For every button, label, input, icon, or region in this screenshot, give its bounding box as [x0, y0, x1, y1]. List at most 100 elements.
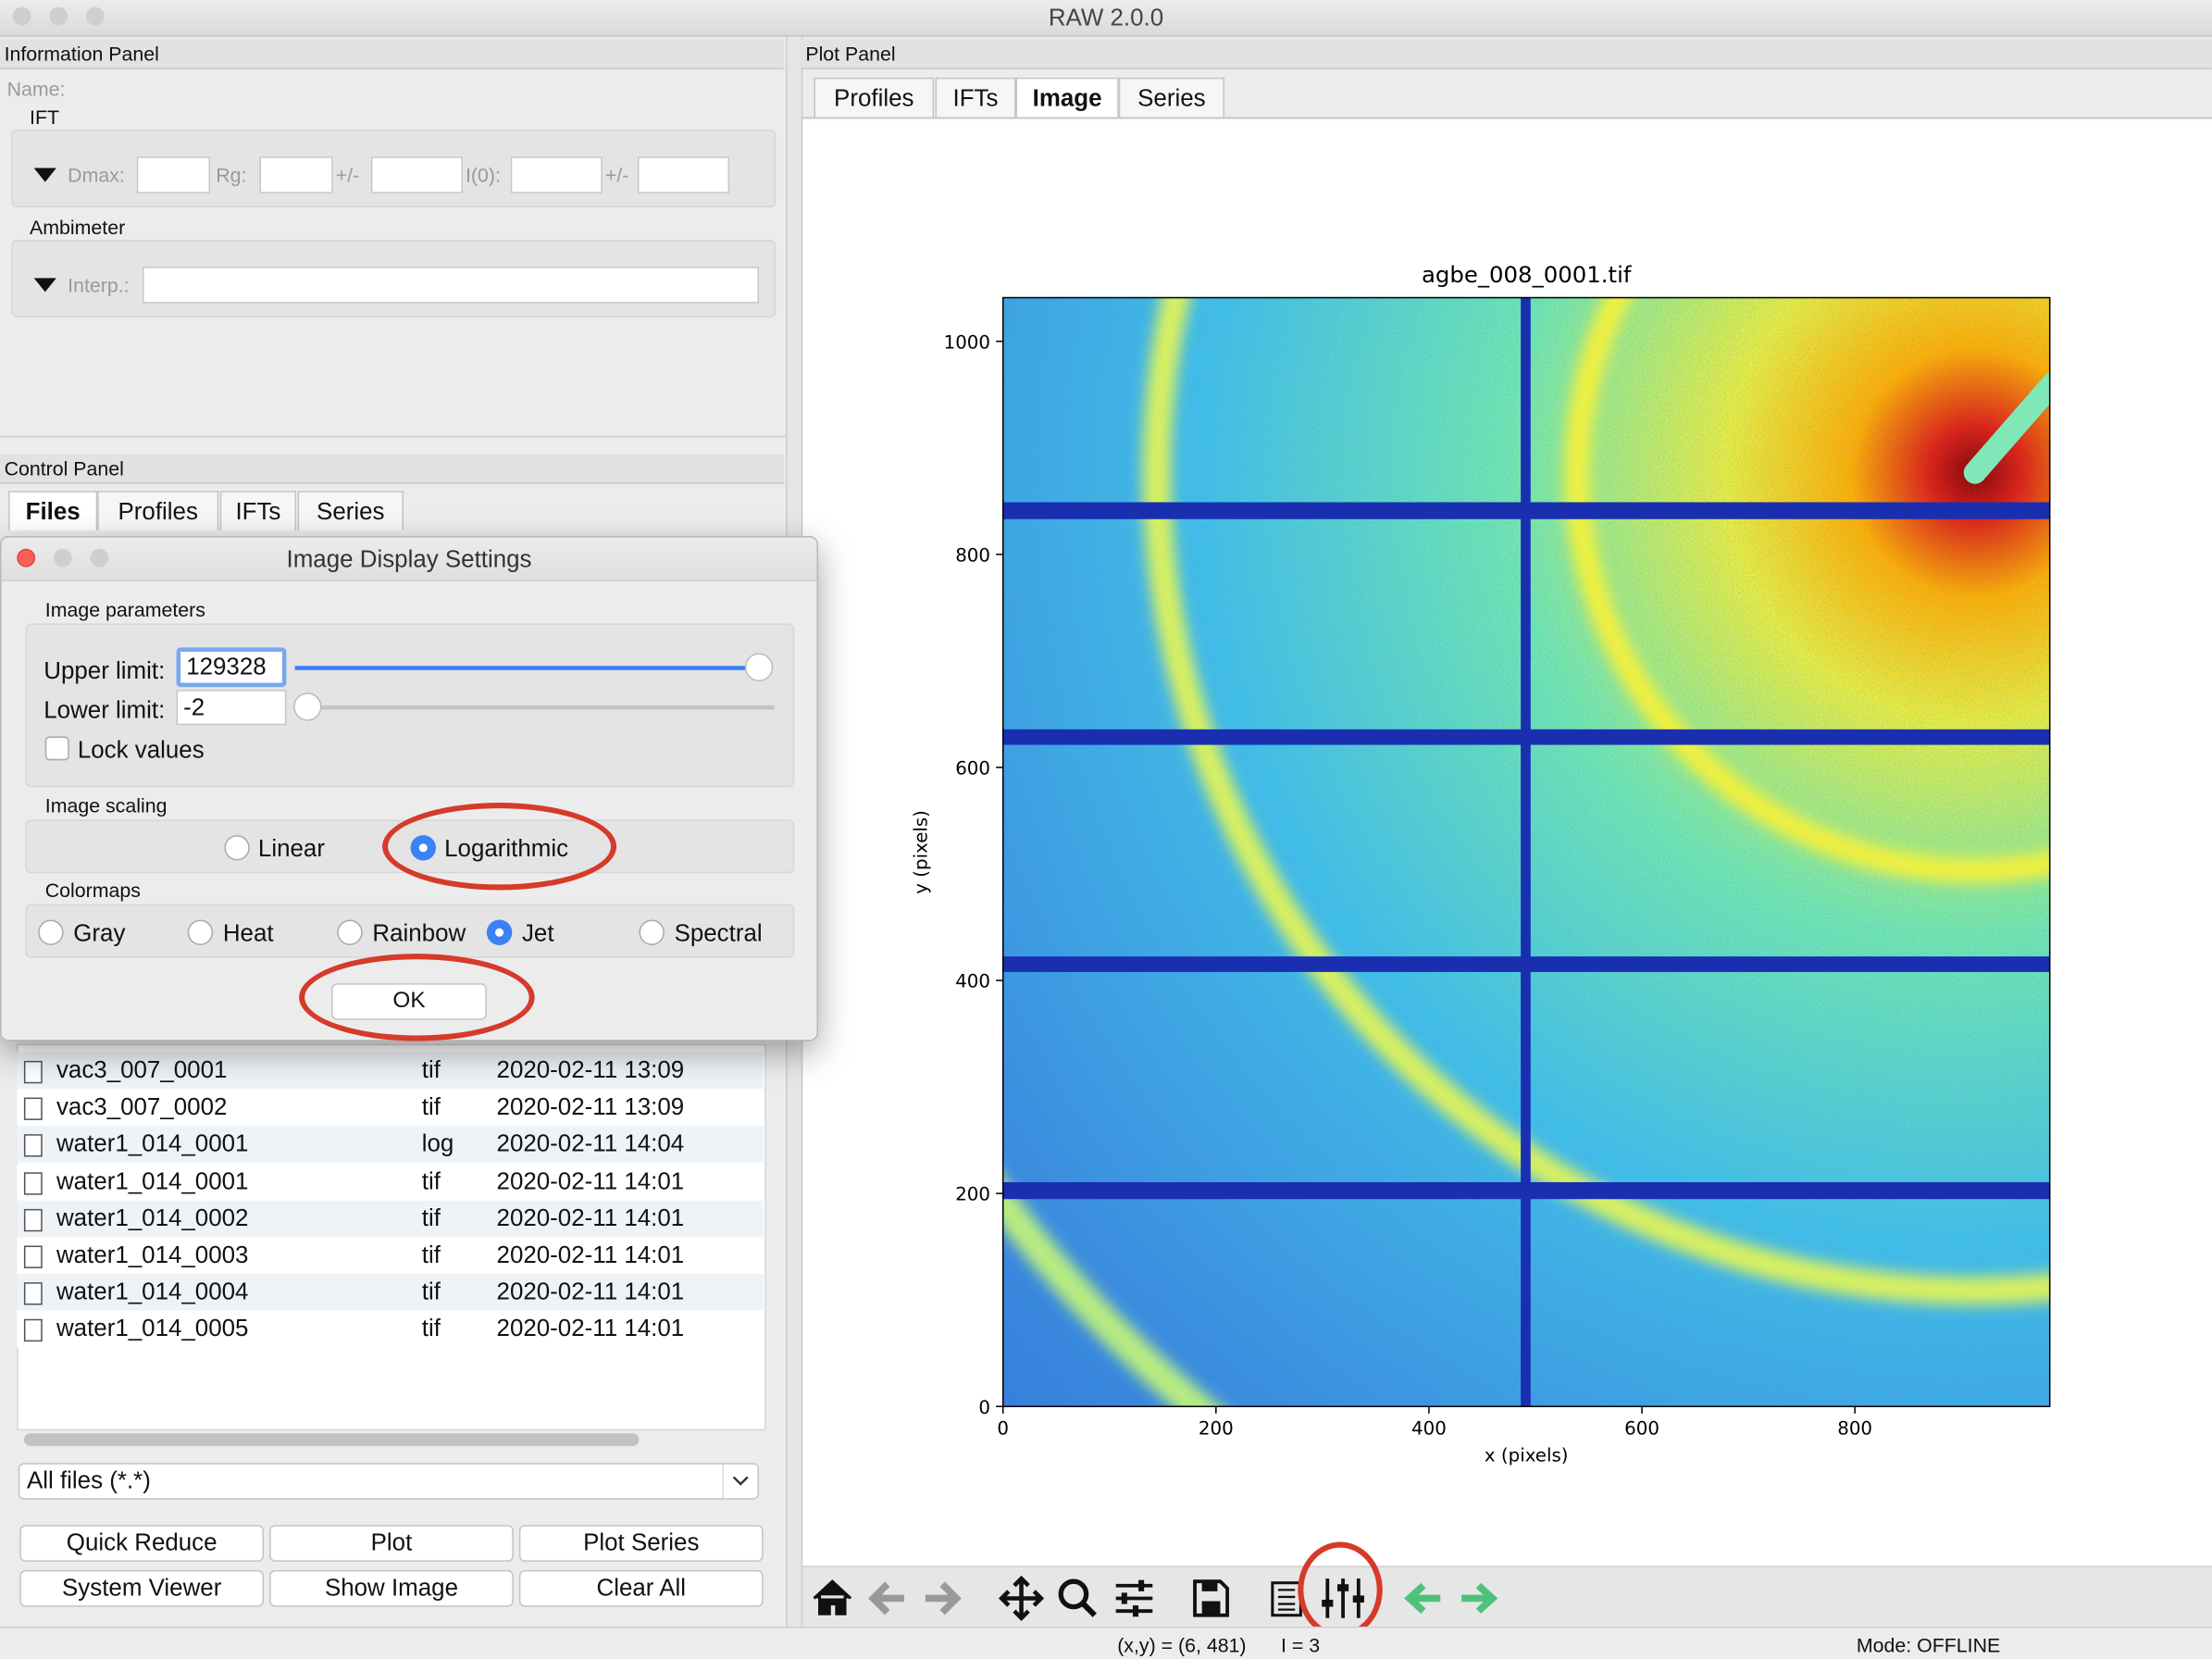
- y-tick-label: 400: [955, 971, 990, 992]
- forward-button[interactable]: [925, 1581, 962, 1615]
- radio-label: Spectral: [674, 919, 763, 947]
- file-row[interactable]: water1_014_0005 tif 2020-02-11 14:01: [17, 1311, 764, 1348]
- zoom-button[interactable]: [85, 6, 105, 26]
- save-button[interactable]: [1193, 1579, 1229, 1617]
- splitter[interactable]: [0, 435, 786, 449]
- label: Dmax:: [68, 163, 125, 187]
- back-button[interactable]: [868, 1581, 905, 1615]
- subplots-button[interactable]: [1115, 1579, 1153, 1617]
- lower-limit-field[interactable]: -2: [176, 690, 287, 726]
- tab[interactable]: IFTs: [219, 491, 297, 530]
- file-date: 2020-02-11 14:01: [496, 1241, 685, 1268]
- file-row[interactable]: water1_014_0004 tif 2020-02-11 14:01: [17, 1274, 764, 1311]
- button[interactable]: System Viewer: [19, 1570, 265, 1607]
- button[interactable]: Show Image: [269, 1570, 514, 1607]
- disclosure-triangle[interactable]: [33, 168, 56, 182]
- x-tick-label: 200: [1199, 1418, 1234, 1440]
- y-tick-label: 600: [955, 758, 990, 780]
- text-field[interactable]: [136, 156, 211, 193]
- file-date: 2020-02-11 13:09: [496, 1056, 685, 1084]
- tab[interactable]: Image: [1015, 77, 1119, 118]
- close-button[interactable]: [12, 6, 31, 26]
- text-field[interactable]: [370, 156, 463, 193]
- axes-frame: [1001, 296, 2051, 1408]
- button[interactable]: Clear All: [518, 1570, 764, 1607]
- plot-canvas: agbe_008_0001.tif x (pixels) y (pixels) …: [802, 119, 2212, 1566]
- button[interactable]: Plot Series: [518, 1525, 764, 1562]
- tab[interactable]: Profiles: [97, 491, 219, 530]
- next-image-button[interactable]: [1461, 1582, 1498, 1615]
- zoom-button[interactable]: [1058, 1578, 1097, 1617]
- file-type: tif: [421, 1315, 441, 1342]
- field-text: 129328: [186, 653, 267, 680]
- slider-knob[interactable]: [293, 692, 322, 721]
- text-field[interactable]: [142, 267, 760, 304]
- button[interactable]: Plot: [269, 1525, 514, 1562]
- upper-limit-field[interactable]: 129328: [176, 647, 287, 688]
- y-tick-label: 800: [955, 544, 990, 566]
- group-label: Image scaling: [44, 793, 168, 817]
- y-axis-label: y (pixels): [910, 810, 931, 894]
- radio-button[interactable]: [38, 919, 64, 945]
- pan-button[interactable]: [998, 1575, 1045, 1622]
- scrollbar[interactable]: [23, 1433, 640, 1446]
- colormaps-box: Gray Heat Rainbow Jet Spectral: [25, 904, 795, 958]
- file-row[interactable]: vac3_007_0002 tif 2020-02-11 13:09: [17, 1089, 764, 1127]
- combo-arrow[interactable]: [722, 1464, 757, 1499]
- file-date: 2020-02-11 13:09: [496, 1093, 685, 1121]
- file-name: water1_014_0002: [56, 1204, 249, 1231]
- tab[interactable]: Files: [8, 491, 98, 530]
- label: +/-: [335, 163, 360, 187]
- file-row[interactable]: water1_014_0001 log 2020-02-11 14:04: [17, 1126, 764, 1164]
- list-button[interactable]: [1271, 1581, 1302, 1617]
- slider-knob[interactable]: [744, 653, 774, 682]
- tab[interactable]: Series: [297, 491, 404, 530]
- close-button[interactable]: [17, 548, 36, 568]
- highlight-circle: [299, 954, 535, 1042]
- file-type: tif: [421, 1093, 441, 1121]
- slider-track[interactable]: [294, 666, 761, 670]
- checkbox[interactable]: [44, 736, 69, 761]
- group-label: Colormaps: [44, 879, 141, 902]
- tab-underline: [802, 117, 2212, 119]
- ift-box: Dmax: Rg: +/- I(0): +/-: [11, 130, 777, 208]
- radio-button[interactable]: [337, 919, 363, 945]
- text-field[interactable]: [510, 156, 603, 193]
- tab[interactable]: Profiles: [814, 77, 935, 118]
- disclosure-triangle[interactable]: [33, 278, 56, 293]
- button[interactable]: Quick Reduce: [19, 1525, 265, 1562]
- file-date: 2020-02-11 14:01: [496, 1315, 685, 1342]
- zoom-button[interactable]: [90, 548, 109, 568]
- file-row[interactable]: water1_014_0003 tif 2020-02-11 14:01: [17, 1237, 764, 1275]
- file-date: 2020-02-11 14:01: [496, 1167, 685, 1195]
- file-type: tif: [421, 1241, 441, 1268]
- radio-button[interactable]: [224, 835, 250, 861]
- file-row[interactable]: water1_014_0002 tif 2020-02-11 14:01: [17, 1200, 764, 1238]
- slider-track[interactable]: [294, 705, 775, 710]
- file-icon: [23, 1282, 43, 1305]
- radio-button[interactable]: [639, 919, 665, 945]
- previous-image-button[interactable]: [1404, 1582, 1441, 1615]
- checkbox-label: Lock values: [77, 736, 205, 764]
- tab[interactable]: Series: [1118, 77, 1225, 118]
- file-icon: [23, 1097, 43, 1121]
- y-tick-label: 1000: [944, 331, 990, 353]
- minimize-button[interactable]: [49, 6, 68, 26]
- text-field[interactable]: [637, 156, 730, 193]
- file-type: tif: [421, 1204, 441, 1231]
- group-label: Image parameters: [44, 598, 205, 621]
- filter-combo[interactable]: All files (*.*): [18, 1463, 760, 1500]
- label: Upper limit:: [43, 657, 166, 685]
- panel-title: Information Panel: [4, 42, 159, 66]
- file-name: water1_014_0004: [56, 1278, 249, 1305]
- radio-button[interactable]: [486, 919, 513, 945]
- file-type: tif: [421, 1056, 441, 1084]
- home-button[interactable]: [813, 1579, 852, 1615]
- text-field[interactable]: [259, 156, 333, 193]
- minimize-button[interactable]: [53, 548, 72, 568]
- radio-button[interactable]: [187, 919, 214, 945]
- file-name: vac3_007_0002: [56, 1093, 228, 1121]
- file-row[interactable]: water1_014_0001 tif 2020-02-11 14:01: [17, 1163, 764, 1201]
- file-row[interactable]: vac3_007_0001 tif 2020-02-11 13:09: [17, 1052, 764, 1090]
- tab[interactable]: IFTs: [935, 77, 1016, 118]
